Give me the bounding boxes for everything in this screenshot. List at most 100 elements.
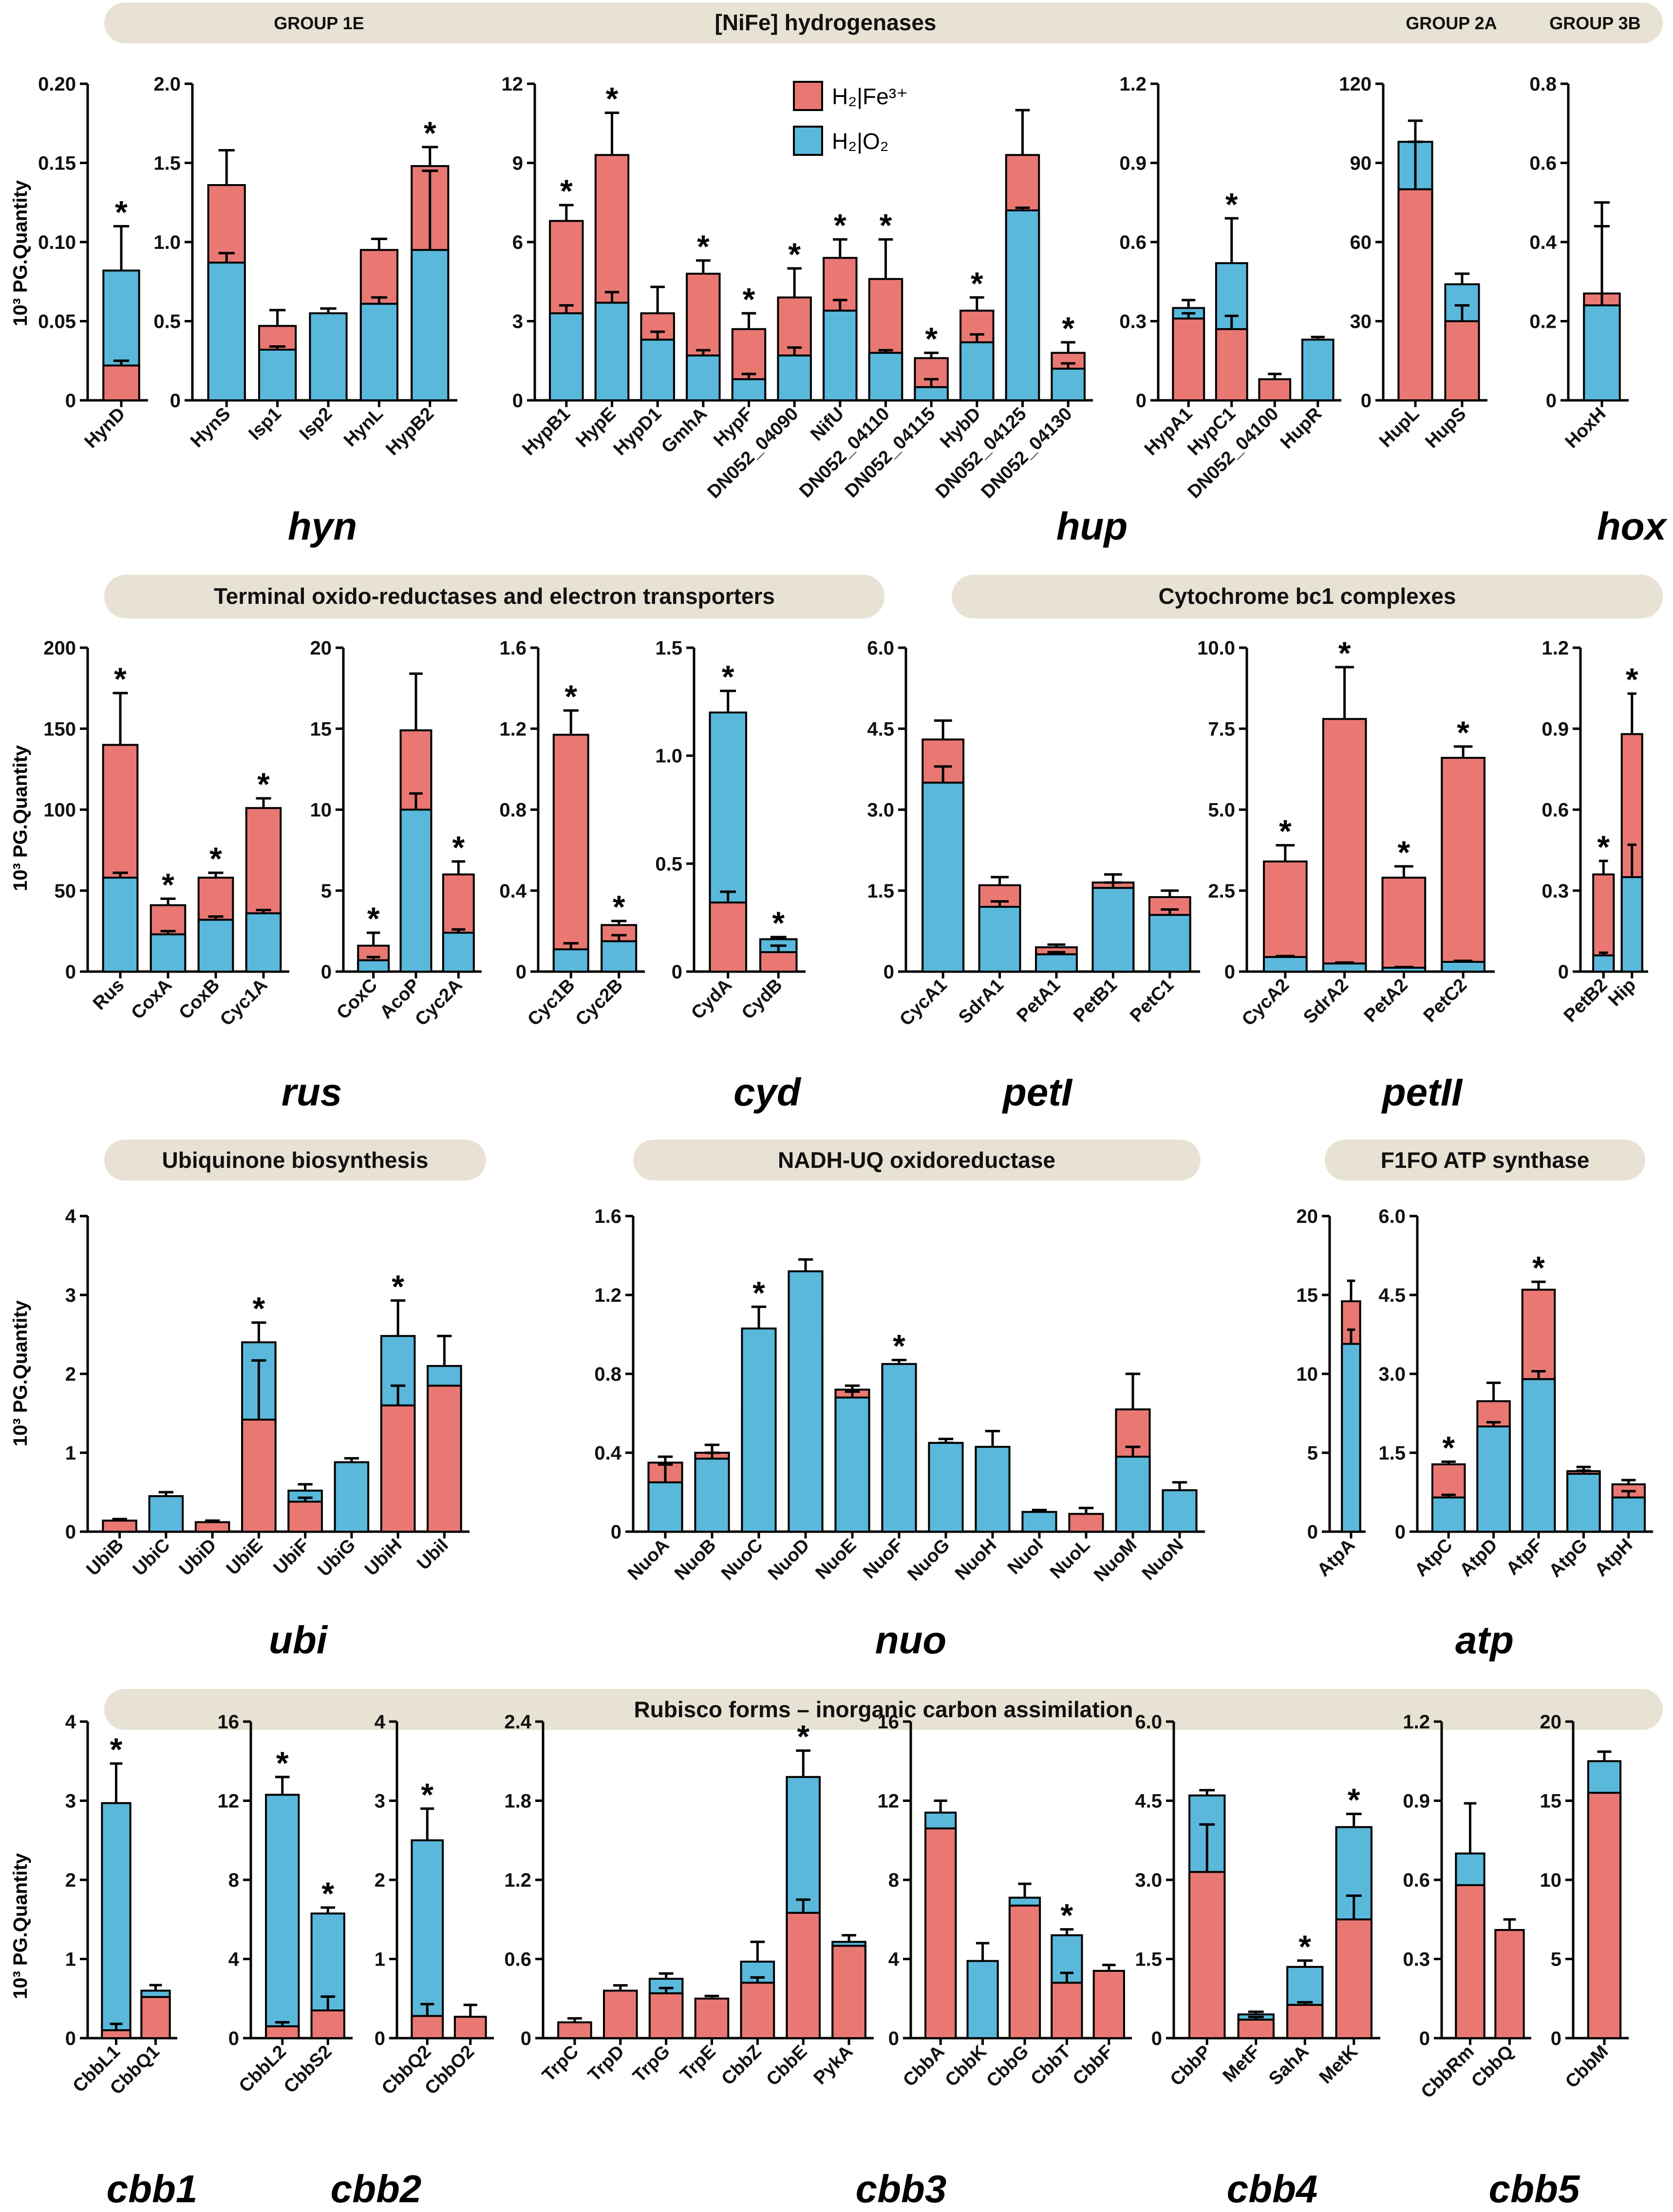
- bar-o2: [731, 378, 767, 402]
- group-label-3b: GROUP 3B: [1549, 13, 1640, 33]
- significance-star: *: [772, 905, 785, 941]
- bar-fe: [310, 2009, 345, 2039]
- y-tick-label: 0.05: [38, 311, 76, 333]
- category-label: CbbL2: [235, 2042, 290, 2097]
- y-tick-label: 1.6: [499, 637, 526, 659]
- significance-star: *: [925, 321, 938, 357]
- bar-o2: [442, 932, 475, 973]
- y-tick-label: 0.8: [594, 1364, 621, 1385]
- y-tick-label: 0.9: [1541, 718, 1569, 740]
- bar-o2: [357, 959, 390, 973]
- y-tick-label: 0.6: [504, 1949, 531, 1970]
- y-tick-label: 12: [218, 1791, 240, 1812]
- bar-o2: [777, 354, 812, 402]
- y-tick-label: 0: [611, 1521, 621, 1543]
- section-title: F1FO ATP synthase: [1381, 1147, 1590, 1173]
- bar-o2: [549, 312, 584, 401]
- significance-star: *: [613, 889, 625, 925]
- y-tick-label: 4.5: [1135, 1791, 1162, 1812]
- y-tick-label: 0: [516, 961, 526, 983]
- category-label: GmhA: [658, 404, 711, 457]
- operon-label-hox: hox: [1597, 505, 1668, 548]
- bar-fe: [709, 901, 748, 973]
- category-label: AtpG: [1545, 1535, 1591, 1581]
- bar-o2: [1263, 956, 1308, 973]
- bar-fe: [287, 1500, 323, 1533]
- group-label-2a: GROUP 2A: [1406, 13, 1497, 33]
- bar-o2: [594, 301, 630, 401]
- bar-fe: [1587, 1792, 1622, 2039]
- bar-o2: [914, 386, 949, 402]
- y-axis-label-row2: 10³ PG.Quantity: [10, 745, 31, 891]
- y-tick-label: 1: [65, 1949, 76, 1970]
- significance-star: *: [1279, 813, 1292, 849]
- chart-panel-16: 0 5 10 15 20 AtpA: [1297, 1206, 1366, 1581]
- bar-o2: [1115, 1456, 1151, 1533]
- category-label: CydA: [687, 975, 736, 1024]
- bar-o2: [1431, 1496, 1466, 1533]
- bar-fe: [1322, 718, 1367, 973]
- group-label-1e: GROUP 1E: [274, 13, 364, 33]
- section-bar: [104, 2, 1663, 43]
- bar-o2: [1381, 967, 1427, 973]
- y-tick-label: 3: [375, 1791, 385, 1812]
- y-tick-label: 5: [321, 881, 332, 902]
- section-title: NADH-UQ oxidoreductase: [778, 1147, 1055, 1173]
- y-axis-label-row4: 10³ PG.Quantity: [10, 1853, 31, 1999]
- y-tick-label: 3.0: [1378, 1364, 1406, 1385]
- category-label: CycA2: [1238, 975, 1293, 1030]
- y-tick-label: 8: [888, 1870, 899, 1891]
- operon-label-rus: rus: [282, 1070, 342, 1114]
- y-tick-label: 1.2: [499, 718, 526, 740]
- bar-o2: [1592, 954, 1615, 973]
- category-label: CbbM: [1561, 2042, 1612, 2092]
- category-label: NuoF: [859, 1535, 907, 1583]
- y-tick-label: 1: [65, 1443, 76, 1464]
- bar-fe: [1455, 1884, 1485, 2039]
- bar-o2: [1611, 1496, 1646, 1533]
- y-tick-label: 1.2: [1403, 1711, 1430, 1733]
- y-tick-label: 3: [65, 1791, 76, 1812]
- y-tick-label: 0.4: [1529, 232, 1557, 253]
- bar-fe: [1263, 860, 1308, 973]
- y-tick-label: 1.2: [504, 1870, 531, 1891]
- significance-star: *: [697, 228, 710, 264]
- bar-fe: [102, 364, 140, 401]
- bar-o2: [245, 912, 282, 973]
- significance-star: *: [1062, 310, 1074, 346]
- bar-o2: [359, 302, 398, 401]
- bar-o2: [966, 1960, 999, 2039]
- bar-o2: [1021, 1511, 1057, 1533]
- category-label: NuoN: [1138, 1535, 1187, 1584]
- y-tick-label: 5.0: [1208, 800, 1235, 821]
- y-tick-label: 50: [55, 881, 76, 902]
- category-label: CbbO2: [421, 2042, 478, 2099]
- bar-fe: [1068, 1513, 1104, 1533]
- category-label: Cyc2A: [411, 975, 466, 1030]
- chart-panel-11: 0 1.5 3.0 4.5 6.0 CycA1 SdrA1 PetA1 PetB1 PetC1: [867, 637, 1200, 1030]
- bar-fe: [427, 1385, 462, 1533]
- y-tick-label: 2.0: [153, 74, 181, 95]
- y-tick-label: 1.2: [1541, 637, 1569, 659]
- bar-fe: [411, 2015, 444, 2039]
- category-label: Cyc2B: [572, 975, 627, 1030]
- significance-star: *: [1348, 1782, 1360, 1818]
- bar-fe: [1335, 1918, 1372, 2039]
- category-label: MetF: [1219, 2042, 1264, 2086]
- category-label: Cyc1A: [216, 975, 271, 1030]
- y-tick-label: 200: [43, 637, 76, 659]
- category-label: NuoA: [624, 1535, 673, 1584]
- significance-star: *: [1626, 661, 1638, 697]
- category-label: PetC1: [1126, 975, 1178, 1027]
- operon-label-atp: atp: [1455, 1618, 1514, 1662]
- bar-o2: [1521, 1378, 1556, 1533]
- y-tick-label: 1.2: [1119, 74, 1147, 95]
- section-bar: [104, 575, 884, 619]
- category-label: TrpE: [676, 2042, 719, 2085]
- significance-star: *: [1457, 714, 1469, 750]
- y-tick-label: 1.5: [153, 153, 181, 174]
- bar-o2: [834, 1396, 870, 1533]
